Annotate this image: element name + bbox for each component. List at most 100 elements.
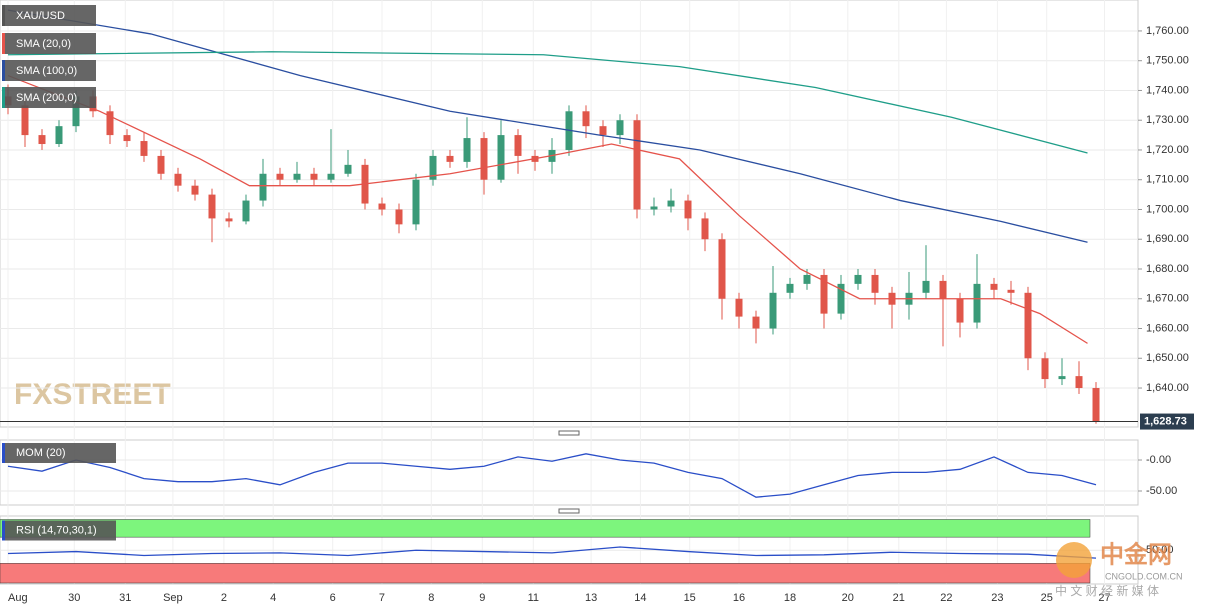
legend-swatch (2, 443, 5, 463)
candle-body (72, 96, 80, 127)
y-tick-label: 1,700.00 (1146, 203, 1189, 215)
legend-box (2, 87, 96, 108)
y-tick-label: 1,650.00 (1146, 352, 1189, 364)
candle-body (922, 280, 930, 293)
candle-body (276, 173, 284, 180)
legend-swatch (2, 33, 5, 54)
y-tick-label: 1,740.00 (1146, 84, 1189, 96)
y-tick-label: 1,710.00 (1146, 174, 1189, 186)
logo: 中金网 CNGOLD.COM.CN 中 文 财 经 新 媒 体 (1055, 540, 1183, 598)
candle-body (633, 120, 641, 210)
candle-body (990, 283, 998, 290)
legend-box (2, 443, 116, 463)
candle-body (106, 111, 114, 136)
x-tick-label: 31 (119, 592, 131, 604)
candle-body (378, 203, 386, 210)
x-tick-label: 21 (893, 592, 905, 604)
candle-body (1058, 376, 1066, 380)
candle-body (480, 138, 488, 180)
main-panel (0, 0, 1139, 428)
y-tick-label: 1,640.00 (1146, 382, 1189, 394)
last-price-label: 1,628.73 (1144, 415, 1187, 427)
legend-swatch (2, 5, 5, 26)
overbought-band (0, 519, 1091, 538)
candle-body (497, 135, 505, 180)
candle-body (939, 280, 947, 299)
legend-swatch (2, 520, 5, 541)
logo-name: 中金网 (1100, 540, 1172, 568)
candle-body (38, 135, 46, 145)
x-tick-label: 15 (684, 592, 696, 604)
candle-body (55, 126, 63, 145)
candle-body (956, 298, 964, 323)
watermark: FXSTREET (14, 378, 171, 411)
candle-body (344, 164, 352, 174)
candle-body (327, 173, 335, 180)
candle-body (667, 200, 675, 207)
logo-icon (1056, 542, 1092, 578)
legend-box (2, 5, 96, 26)
candle-body (752, 316, 760, 329)
candle-body (242, 200, 250, 222)
legend-label: SMA (100,0) (16, 65, 77, 77)
candle-body (871, 274, 879, 293)
candle-body (21, 105, 29, 136)
x-tick-label: 9 (479, 592, 485, 604)
x-tick-label: 23 (991, 592, 1003, 604)
candle-body (786, 283, 794, 293)
candle-body (820, 274, 828, 314)
candle-body (701, 218, 709, 240)
y-tick-label: 1,760.00 (1146, 25, 1189, 37)
y-tick-label: 1,680.00 (1146, 263, 1189, 275)
x-tick-label: 18 (784, 592, 796, 604)
panel-handle (558, 508, 580, 514)
x-tick-label: 7 (379, 592, 385, 604)
sma-line (7, 51, 1088, 154)
x-tick-label: 20 (842, 592, 854, 604)
candle-body (446, 155, 454, 162)
candle-body (650, 206, 658, 210)
candle-body (293, 173, 301, 180)
y-tick-label: 1,670.00 (1146, 293, 1189, 305)
candle-body (174, 173, 182, 186)
x-tick-label: 22 (940, 592, 952, 604)
x-tick-label: 25 (1041, 592, 1053, 604)
legend-swatch (2, 87, 5, 108)
candle-body (310, 173, 318, 180)
sma-line (7, 9, 1088, 243)
y-tick-label: 1,750.00 (1146, 55, 1189, 67)
candle-body (208, 194, 216, 219)
sma-line (7, 74, 1088, 344)
candle-body (854, 274, 862, 284)
candle-body (837, 283, 845, 314)
legend-label: SMA (200,0) (16, 92, 77, 104)
x-tick-label: 27 (1098, 592, 1110, 604)
candle-body (191, 185, 199, 195)
candle-body (395, 209, 403, 225)
legend-box (2, 33, 96, 54)
candle-body (769, 292, 777, 329)
logo-domain: CNGOLD.COM.CN (1105, 571, 1183, 581)
legend-label: RSI (14,70,30,1) (16, 524, 97, 536)
legend-label: XAU/USD (16, 10, 65, 22)
y-tick-label: 1,730.00 (1146, 114, 1189, 126)
candle-body (718, 239, 726, 299)
legend-label: SMA (20,0) (16, 38, 71, 50)
x-tick-label: 30 (68, 592, 80, 604)
mom-panel (0, 439, 1139, 506)
candle-body (429, 155, 437, 180)
logo-tagline: 中 文 财 经 新 媒 体 (1055, 583, 1159, 598)
candle-body (803, 274, 811, 284)
candle-body (582, 111, 590, 127)
x-tick-label: 13 (585, 592, 597, 604)
candle-body (412, 179, 420, 225)
candle-body (259, 173, 267, 201)
candle-body (1075, 376, 1083, 389)
x-tick-label: 14 (634, 592, 646, 604)
candle-body (1007, 289, 1015, 293)
y-tick-label: 1,690.00 (1146, 233, 1189, 245)
legend-box (2, 520, 116, 541)
legend-label: MOM (20) (16, 447, 66, 459)
candle-body (599, 126, 607, 136)
